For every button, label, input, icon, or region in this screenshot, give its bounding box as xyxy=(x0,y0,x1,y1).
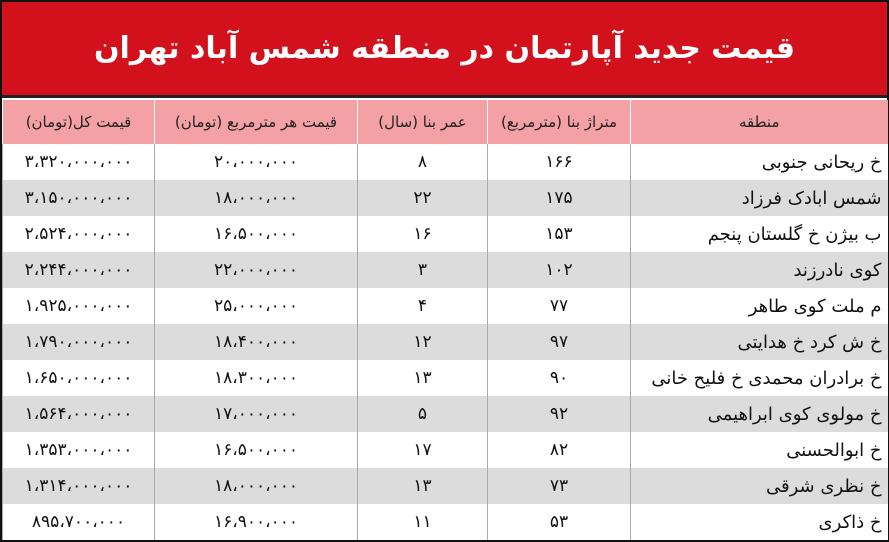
price-per-meter-cell: ۲۰،۰۰۰،۰۰۰ xyxy=(154,144,358,180)
region-cell: م ملت کوی طاهر xyxy=(630,288,888,324)
price-per-meter-cell: ۱۸،۰۰۰،۰۰۰ xyxy=(154,468,358,504)
total-price-cell: ۱،۶۵۰،۰۰۰،۰۰۰ xyxy=(2,360,155,396)
area-cell: ۵۳ xyxy=(487,504,631,540)
column-header-age: عمر بنا (سال) xyxy=(357,100,488,144)
region-cell: خ ش کرد خ هدایتی xyxy=(630,324,888,360)
area-cell: ۱۵۳ xyxy=(487,216,631,252)
table-row: خ ابوالحسنی ۸۲ ۱۷ ۱۶،۵۰۰،۰۰۰ ۱،۳۵۳،۰۰۰،۰۰۰ xyxy=(2,432,888,468)
table-row: کوی نادرزند ۱۰۲ ۳ ۲۲،۰۰۰،۰۰۰ ۲،۲۴۴،۰۰۰،۰۰۰ xyxy=(2,252,888,288)
age-cell: ۱۱ xyxy=(357,504,488,540)
table-row: م ملت کوی طاهر ۷۷ ۴ ۲۵،۰۰۰،۰۰۰ ۱،۹۲۵،۰۰۰،۰۰۰ xyxy=(2,288,888,324)
total-price-cell: ۱،۳۵۳،۰۰۰،۰۰۰ xyxy=(2,432,155,468)
age-cell: ۳ xyxy=(357,252,488,288)
price-per-meter-cell: ۱۶،۵۰۰،۰۰۰ xyxy=(154,216,358,252)
total-price-cell: ۱،۹۲۵،۰۰۰،۰۰۰ xyxy=(2,288,155,324)
column-header-total-price: قیمت کل(تومان) xyxy=(2,100,155,144)
region-cell: خ نظری شرقی xyxy=(630,468,888,504)
price-per-meter-cell: ۱۶،۹۰۰،۰۰۰ xyxy=(154,504,358,540)
table-row: خ ریحانی جنوبی ۱۶۶ ۸ ۲۰،۰۰۰،۰۰۰ ۳،۳۲۰،۰۰۰،۰۰… xyxy=(2,144,888,180)
column-header-region: منطقه xyxy=(630,100,888,144)
region-cell: خ برادران محمدی خ فلیح خانی xyxy=(630,360,888,396)
column-header-area: متراژ بنا (مترمربع) xyxy=(487,100,631,144)
region-cell: خ ذاکری xyxy=(630,504,888,540)
total-price-cell: ۳،۳۲۰،۰۰۰،۰۰۰ xyxy=(2,144,155,180)
price-per-meter-cell: ۲۲،۰۰۰،۰۰۰ xyxy=(154,252,358,288)
total-price-cell: ۱،۳۱۴،۰۰۰،۰۰۰ xyxy=(2,468,155,504)
region-cell: ب بیژن خ گلستان پنجم xyxy=(630,216,888,252)
area-cell: ۱۶۶ xyxy=(487,144,631,180)
region-cell: خ ریحانی جنوبی xyxy=(630,144,888,180)
region-cell: کوی نادرزند xyxy=(630,252,888,288)
area-cell: ۱۷۵ xyxy=(487,180,631,216)
area-cell: ۸۲ xyxy=(487,432,631,468)
total-price-cell: ۱،۷۹۰،۰۰۰،۰۰۰ xyxy=(2,324,155,360)
region-cell: شمس ابادک فرزاد xyxy=(630,180,888,216)
area-cell: ۱۰۲ xyxy=(487,252,631,288)
price-per-meter-cell: ۱۶،۵۰۰،۰۰۰ xyxy=(154,432,358,468)
age-cell: ۱۲ xyxy=(357,324,488,360)
table-row: خ مولوی کوی ابراهیمی ۹۲ ۵ ۱۷،۰۰۰،۰۰۰ ۱،۵۶۴،۰… xyxy=(2,396,888,432)
total-price-cell: ۸۹۵،۷۰۰،۰۰۰ xyxy=(2,504,155,540)
age-cell: ۲۲ xyxy=(357,180,488,216)
column-header-price-per-meter: قیمت هر مترمربع (تومان) xyxy=(154,100,358,144)
age-cell: ۵ xyxy=(357,396,488,432)
area-cell: ۹۰ xyxy=(487,360,631,396)
table-row: ب بیژن خ گلستان پنجم ۱۵۳ ۱۶ ۱۶،۵۰۰،۰۰۰ ۲،۵۲۴… xyxy=(2,216,888,252)
price-per-meter-cell: ۱۸،۴۰۰،۰۰۰ xyxy=(154,324,358,360)
total-price-cell: ۱،۵۶۴،۰۰۰،۰۰۰ xyxy=(2,396,155,432)
total-price-cell: ۲،۵۲۴،۰۰۰،۰۰۰ xyxy=(2,216,155,252)
total-price-cell: ۳،۱۵۰،۰۰۰،۰۰۰ xyxy=(2,180,155,216)
region-cell: خ مولوی کوی ابراهیمی xyxy=(630,396,888,432)
area-cell: ۹۲ xyxy=(487,396,631,432)
age-cell: ۸ xyxy=(357,144,488,180)
price-per-meter-cell: ۲۵،۰۰۰،۰۰۰ xyxy=(154,288,358,324)
area-cell: ۷۷ xyxy=(487,288,631,324)
age-cell: ۱۷ xyxy=(357,432,488,468)
age-cell: ۴ xyxy=(357,288,488,324)
table-row: خ ذاکری ۵۳ ۱۱ ۱۶،۹۰۰،۰۰۰ ۸۹۵،۷۰۰،۰۰۰ xyxy=(2,504,888,540)
age-cell: ۱۳ xyxy=(357,468,488,504)
price-per-meter-cell: ۱۷،۰۰۰،۰۰۰ xyxy=(154,396,358,432)
table-row: خ برادران محمدی خ فلیح خانی ۹۰ ۱۳ ۱۸،۳۰۰،۰۰… xyxy=(2,360,888,396)
price-table: منطقه متراژ بنا (مترمربع) عمر بنا (سال) قیم… xyxy=(2,100,888,540)
price-per-meter-cell: ۱۸،۳۰۰،۰۰۰ xyxy=(154,360,358,396)
region-cell: خ ابوالحسنی xyxy=(630,432,888,468)
table-row: شمس ابادک فرزاد ۱۷۵ ۲۲ ۱۸،۰۰۰،۰۰۰ ۳،۱۵۰،۰۰۰،… xyxy=(2,180,888,216)
price-per-meter-cell: ۱۸،۰۰۰،۰۰۰ xyxy=(154,180,358,216)
area-cell: ۹۷ xyxy=(487,324,631,360)
table-row: خ ش کرد خ هدایتی ۹۷ ۱۲ ۱۸،۴۰۰،۰۰۰ ۱،۷۹۰،۰۰۰،… xyxy=(2,324,888,360)
table-row: خ نظری شرقی ۷۳ ۱۳ ۱۸،۰۰۰،۰۰۰ ۱،۳۱۴،۰۰۰،۰۰۰ xyxy=(2,468,888,504)
age-cell: ۱۳ xyxy=(357,360,488,396)
page-title: قیمت جدید آپارتمان در منطقه شمس آباد تهر… xyxy=(2,2,887,98)
header-row: منطقه متراژ بنا (مترمربع) عمر بنا (سال) قیم… xyxy=(2,100,888,144)
total-price-cell: ۲،۲۴۴،۰۰۰،۰۰۰ xyxy=(2,252,155,288)
area-cell: ۷۳ xyxy=(487,468,631,504)
age-cell: ۱۶ xyxy=(357,216,488,252)
